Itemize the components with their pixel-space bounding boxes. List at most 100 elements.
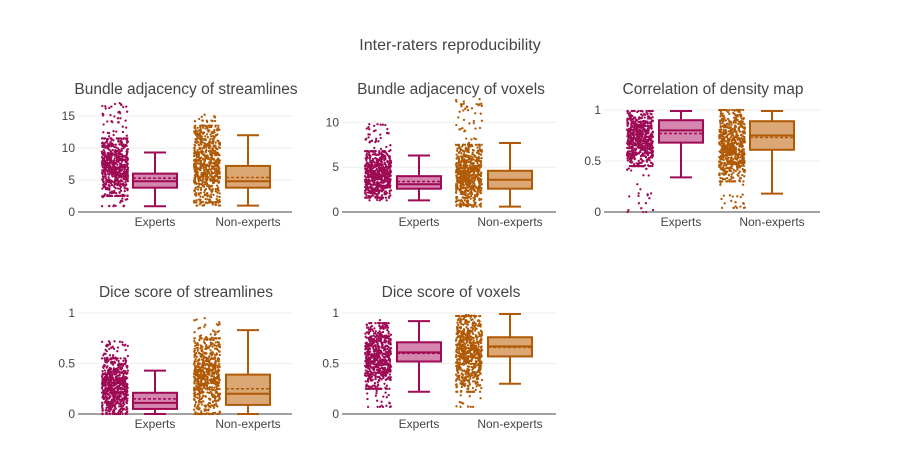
data-point — [719, 144, 722, 147]
data-point — [642, 210, 645, 214]
data-point — [726, 141, 729, 145]
data-point — [106, 365, 109, 368]
data-point — [113, 185, 116, 188]
data-point — [117, 183, 120, 187]
data-point — [462, 149, 465, 153]
data-point — [364, 163, 367, 167]
data-point — [472, 173, 475, 177]
data-point — [629, 123, 633, 127]
x-tick-label: Non-experts — [215, 215, 280, 229]
data-point — [207, 141, 211, 145]
data-point — [627, 142, 630, 145]
data-point — [110, 173, 114, 176]
data-point — [646, 125, 650, 128]
data-point — [203, 113, 206, 116]
data-point — [459, 170, 462, 173]
data-point — [122, 377, 125, 380]
data-point — [126, 166, 130, 170]
data-point — [474, 165, 478, 168]
data-point — [640, 148, 643, 151]
data-point — [636, 183, 639, 186]
data-point — [104, 177, 108, 180]
data-point — [373, 163, 377, 167]
data-point — [476, 146, 479, 149]
data-point — [638, 117, 641, 120]
data-point — [386, 174, 389, 177]
data-point — [465, 199, 468, 203]
data-point — [474, 137, 478, 141]
data-point — [734, 120, 737, 123]
data-point — [739, 195, 742, 199]
data-point — [125, 386, 129, 389]
data-point — [377, 171, 381, 174]
data-point — [216, 187, 219, 191]
data-point — [209, 349, 212, 352]
data-point — [369, 154, 372, 158]
data-point — [478, 103, 481, 106]
data-point — [380, 194, 384, 197]
data-point — [743, 123, 746, 126]
data-point — [639, 188, 642, 191]
data-point — [462, 187, 465, 190]
data-point — [207, 382, 210, 385]
data-point — [195, 154, 198, 157]
data-point — [373, 179, 377, 182]
data-point — [119, 403, 123, 407]
data-point — [383, 157, 387, 161]
data-point — [116, 378, 119, 381]
data-point — [371, 192, 374, 195]
data-point — [639, 164, 642, 168]
data-point — [627, 154, 630, 157]
data-point — [108, 410, 111, 413]
panel-title: Correlation of density map — [623, 81, 804, 98]
data-point — [218, 128, 221, 132]
data-point — [648, 197, 651, 200]
data-point — [104, 383, 107, 387]
data-point — [464, 189, 467, 192]
data-point — [114, 187, 117, 190]
data-point — [119, 137, 122, 140]
data-point — [214, 203, 218, 206]
data-point — [104, 373, 107, 376]
data-point — [109, 160, 112, 163]
data-point — [116, 401, 119, 404]
data-point — [643, 128, 646, 131]
data-point — [458, 160, 461, 164]
data-point — [111, 170, 114, 174]
data-point — [113, 340, 116, 343]
data-point — [730, 173, 733, 176]
data-point — [103, 156, 106, 160]
data-point — [367, 151, 371, 154]
data-point — [121, 180, 124, 183]
data-point — [649, 146, 652, 150]
data-point — [216, 133, 219, 136]
data-point — [648, 115, 651, 118]
data-point — [113, 157, 116, 160]
data-point — [105, 401, 108, 404]
data-point — [722, 194, 725, 197]
data-point — [115, 156, 119, 159]
data-point — [641, 139, 644, 143]
data-point — [194, 341, 197, 345]
data-point — [108, 395, 111, 398]
data-point — [205, 119, 208, 122]
data-point — [645, 147, 649, 150]
data-point — [194, 158, 197, 161]
data-point — [727, 156, 730, 159]
data-point — [458, 110, 461, 113]
data-point — [218, 141, 221, 145]
data-point — [455, 175, 458, 178]
data-point — [106, 186, 109, 190]
data-point — [742, 164, 746, 168]
data-point — [388, 157, 391, 160]
data-point — [197, 150, 200, 154]
data-point — [641, 144, 645, 148]
data-point — [480, 164, 483, 167]
data-point — [102, 180, 105, 183]
data-point — [627, 167, 630, 170]
data-point — [371, 164, 374, 167]
y-tick-label: 1 — [594, 103, 601, 117]
data-point — [372, 166, 375, 170]
data-point — [209, 168, 212, 172]
data-point — [456, 170, 460, 173]
